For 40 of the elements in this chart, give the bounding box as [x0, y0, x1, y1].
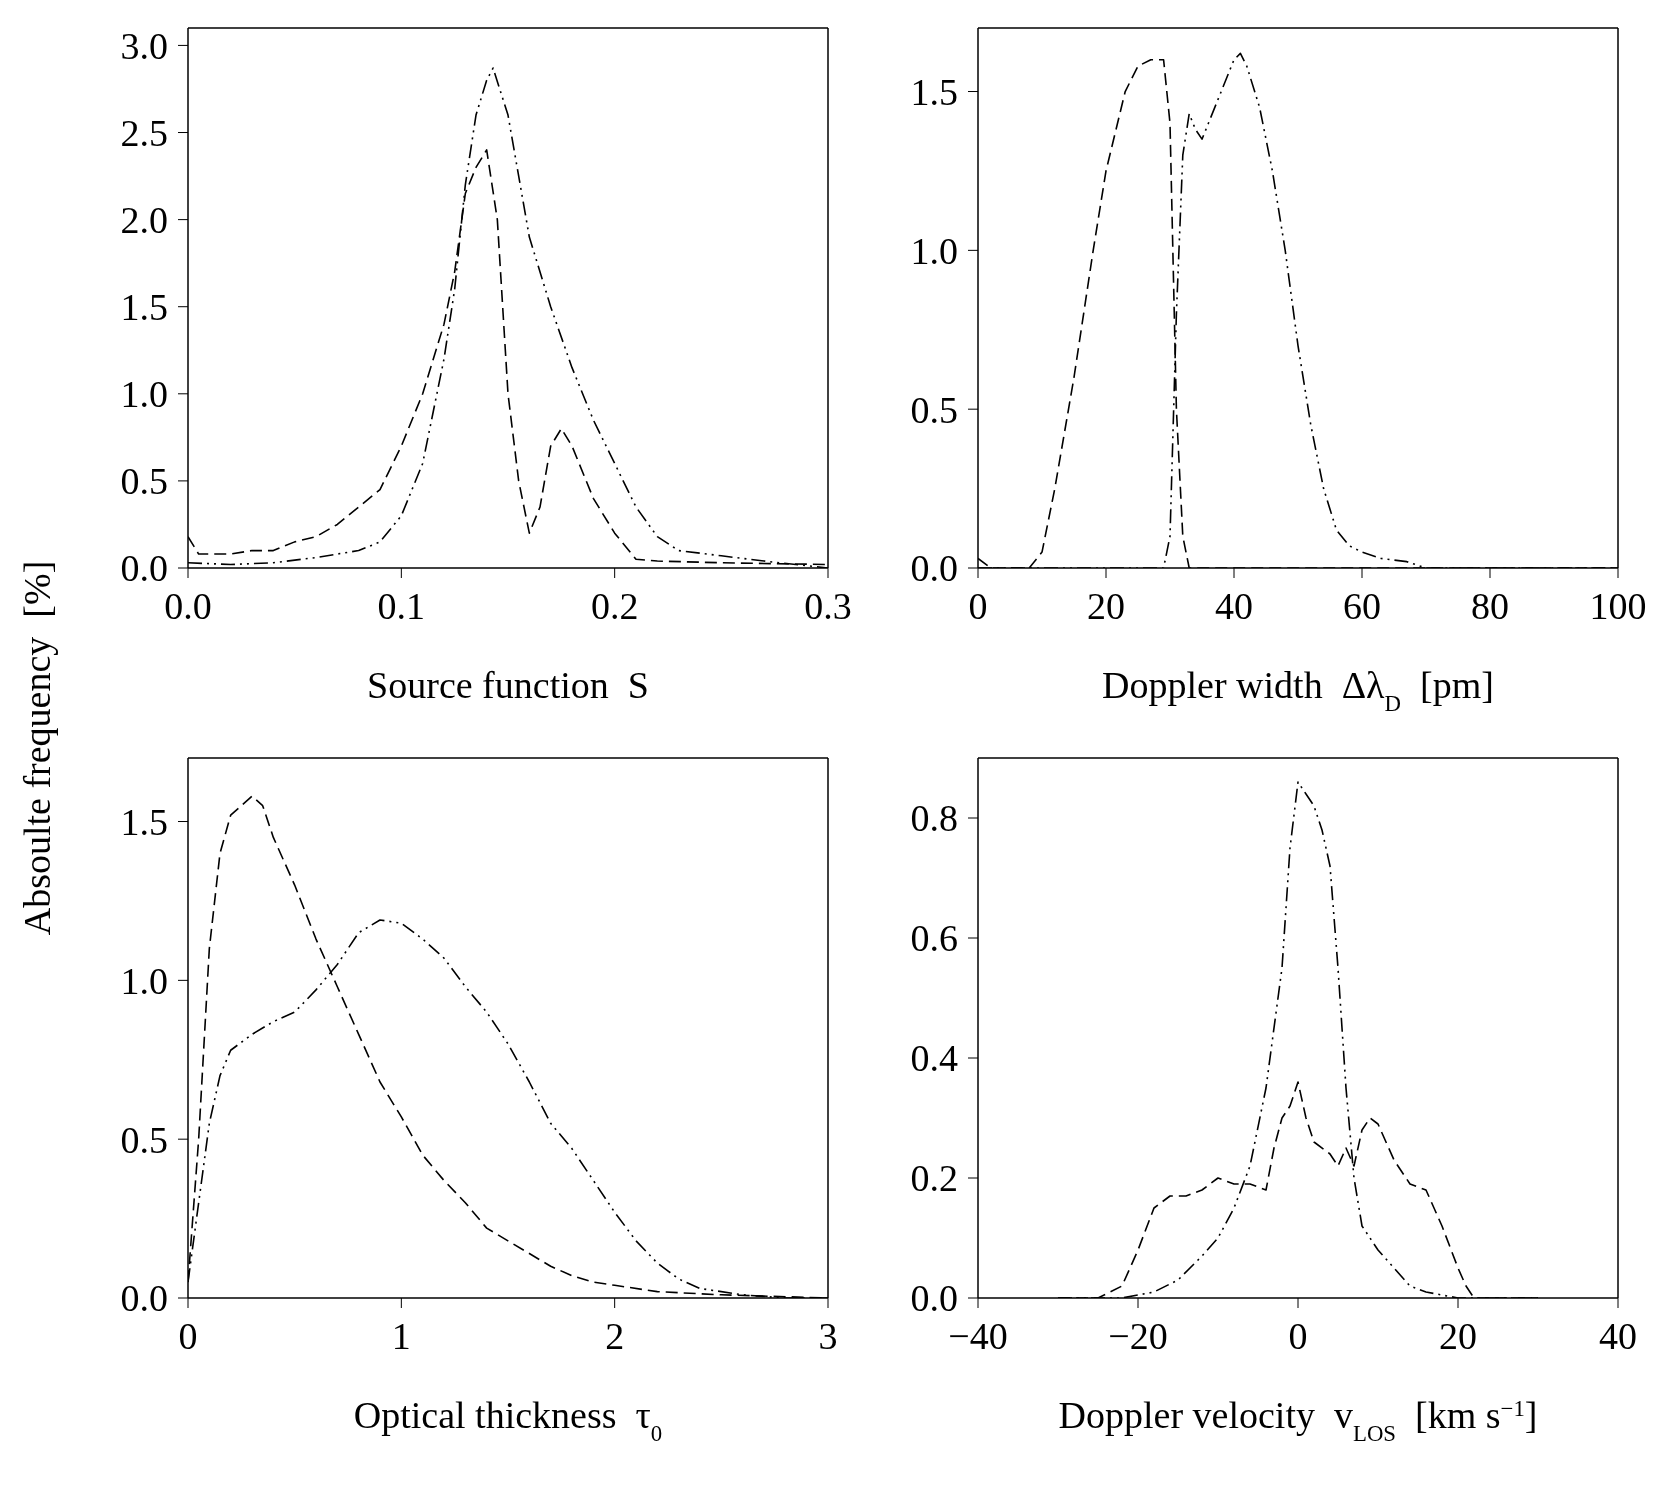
- y-tick-label: 0.2: [910, 1157, 958, 1200]
- x-axis-title: Source function S: [367, 664, 649, 706]
- y-tick-label: 0.5: [910, 388, 958, 431]
- x-tick-label: 0: [1288, 1314, 1308, 1357]
- x-tick-label: 0.1: [377, 584, 426, 627]
- y-tick-label: 0.5: [120, 1118, 168, 1161]
- x-tick-label: 20: [1439, 1314, 1477, 1357]
- y-tick-label: 0.6: [910, 917, 958, 960]
- x-tick-label: 0.3: [804, 584, 852, 627]
- y-tick-label: 1.0: [910, 229, 958, 272]
- x-axis-title: Optical thickness τ$_{0}$: [353, 1394, 663, 1446]
- y-tick-label: 1.5: [120, 801, 168, 844]
- x-tick-label: 40: [1599, 1314, 1637, 1357]
- y-tick-label: 0.0: [120, 1277, 168, 1320]
- y-tick-label: 0.0: [910, 547, 958, 590]
- y-tick-label: 1.5: [120, 286, 168, 329]
- x-tick-label: 0: [968, 584, 988, 627]
- x-tick-label: 20: [1087, 584, 1125, 627]
- x-tick-label: 1: [391, 1314, 411, 1357]
- x-tick-label: 2: [605, 1314, 625, 1357]
- y-tick-label: 3.0: [120, 24, 168, 67]
- x-tick-label: 80: [1471, 584, 1509, 627]
- x-tick-label: 100: [1589, 584, 1647, 627]
- y-axis-title: Absoulte frequency [%]: [16, 560, 58, 936]
- y-tick-label: 1.0: [120, 959, 168, 1002]
- x-tick-label: 0: [178, 1314, 198, 1357]
- y-tick-label: 1.5: [910, 71, 958, 114]
- y-tick-label: 0.8: [910, 797, 958, 840]
- x-tick-label: 3: [818, 1314, 838, 1357]
- y-tick-label: 1.0: [120, 373, 168, 416]
- x-tick-label: 40: [1215, 584, 1253, 627]
- x-tick-label: 60: [1343, 584, 1381, 627]
- y-tick-label: 2.5: [120, 112, 168, 155]
- x-axis-title: Doppler width Δλ$_{D}$ [pm]: [1102, 664, 1494, 716]
- x-tick-label: 0.2: [590, 584, 639, 627]
- y-tick-label: 0.5: [120, 460, 168, 503]
- x-axis-title: Doppler velocity v$_{LOS}$ [km s$^{−1}$]: [1058, 1394, 1538, 1446]
- y-tick-label: 0.4: [910, 1037, 958, 1080]
- y-tick-label: 2.0: [120, 199, 168, 242]
- x-tick-label: −20: [1108, 1314, 1168, 1357]
